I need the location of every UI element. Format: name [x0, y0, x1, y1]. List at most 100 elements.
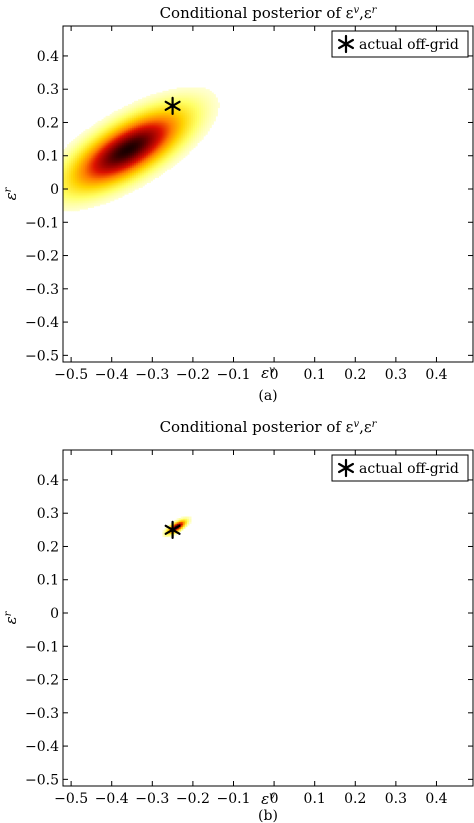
heatmap-cell	[182, 97, 186, 100]
heatmap-cell	[142, 117, 145, 120]
heatmap-cell	[75, 149, 78, 152]
heatmap-cell	[89, 187, 93, 190]
heatmap-cell	[109, 154, 113, 157]
heatmap-cell	[213, 117, 216, 120]
heatmap-cell	[146, 129, 149, 132]
heatmap-cell	[123, 159, 127, 162]
heatmap-cell	[162, 534, 166, 538]
heatmap-cell	[117, 189, 121, 192]
heatmap-cell	[160, 150, 164, 154]
heatmap-cell	[186, 137, 190, 140]
heatmap-cell	[168, 140, 172, 144]
heatmap-cell	[69, 155, 72, 158]
heatmap-cell	[83, 174, 86, 177]
heatmap-cell	[148, 152, 151, 155]
heatmap-cell	[152, 144, 155, 147]
heatmap-cell	[123, 120, 127, 124]
heatmap-cell	[158, 137, 162, 140]
heatmap-cell	[194, 110, 198, 114]
heatmap-cell	[93, 125, 97, 129]
heatmap-cell	[115, 189, 119, 192]
heatmap-cell	[180, 526, 184, 529]
heatmap-cell	[188, 117, 192, 120]
heatmap-cell	[121, 135, 125, 139]
heatmap-cell	[75, 147, 78, 150]
heatmap-cell	[138, 127, 141, 130]
heatmap-cell	[203, 119, 206, 122]
heatmap-cell	[77, 205, 80, 208]
heatmap-cell	[172, 114, 176, 117]
heatmap-cell	[123, 169, 127, 172]
heatmap-cell	[156, 135, 159, 139]
heatmap-cell	[95, 130, 99, 134]
heatmap-cell	[121, 124, 125, 127]
heatmap-cell	[215, 112, 218, 115]
heatmap-cell	[75, 207, 78, 210]
heatmap-cell	[111, 145, 115, 149]
heatmap-cell	[73, 159, 76, 162]
heatmap-cell	[174, 150, 178, 154]
heatmap-cell	[97, 122, 101, 125]
heatmap-cell	[117, 135, 121, 139]
heatmap-cell	[107, 157, 111, 160]
heatmap-cell	[73, 189, 76, 192]
heatmap-cell	[154, 125, 157, 129]
heatmap-cell	[144, 122, 147, 125]
heatmap-cell	[89, 149, 93, 152]
heatmap-cell	[117, 115, 121, 119]
heatmap-cell	[67, 198, 70, 202]
heatmap-cell	[184, 104, 188, 107]
heatmap-cell	[71, 145, 74, 149]
heatmap-cell	[127, 109, 131, 112]
heatmap-cell	[95, 159, 99, 162]
heatmap-cell	[107, 142, 111, 145]
heatmap-cell	[69, 175, 72, 178]
heatmap-cell	[125, 157, 129, 160]
heatmap-cell	[134, 165, 137, 168]
heatmap-cell	[150, 122, 153, 125]
heatmap-cell	[146, 105, 149, 109]
heatmap-cell	[121, 129, 125, 132]
heatmap-cell	[75, 184, 78, 187]
heatmap-cell	[184, 119, 188, 122]
heatmap-cell	[125, 189, 129, 192]
heatmap-cell	[119, 142, 123, 145]
heatmap-cell	[81, 162, 84, 165]
heatmap-cell	[160, 127, 164, 130]
heatmap-cell	[134, 162, 137, 165]
heatmap-cell	[140, 109, 143, 112]
heatmap-cell	[93, 179, 97, 182]
heatmap-cell	[136, 144, 139, 147]
heatmap-cell	[77, 164, 80, 167]
heatmap-cell	[105, 200, 109, 203]
heatmap-cell	[89, 182, 93, 185]
heatmap-cell	[101, 164, 105, 167]
heatmap-cell	[166, 147, 170, 150]
heatmap-cell	[77, 198, 80, 202]
heatmap-cell	[142, 172, 145, 175]
heatmap-cell	[95, 157, 99, 160]
heatmap-cell	[168, 142, 172, 145]
heatmap-cell	[146, 164, 149, 167]
heatmap-cell	[63, 194, 66, 197]
heatmap-cell	[178, 523, 182, 526]
heatmap-cell	[188, 105, 192, 109]
heatmap-cell	[113, 135, 117, 139]
heatmap-cell	[144, 120, 147, 124]
heatmap-cell	[95, 134, 99, 137]
heatmap-cell	[79, 160, 82, 163]
heatmap-cell	[172, 150, 176, 154]
heatmap-cell	[67, 172, 70, 175]
heatmap-cell	[67, 200, 70, 203]
heatmap-cell	[79, 155, 82, 158]
heatmap-cell	[83, 157, 86, 160]
heatmap-cell	[71, 170, 74, 173]
heatmap-cell	[196, 135, 200, 139]
heatmap-cell	[123, 187, 127, 190]
x-tick-label: −0.4	[95, 367, 129, 383]
heatmap-cell	[154, 104, 157, 107]
heatmap-cell	[162, 167, 166, 170]
heatmap-cell	[148, 129, 151, 132]
heatmap-cell	[174, 115, 178, 119]
heatmap-cell	[95, 164, 99, 167]
